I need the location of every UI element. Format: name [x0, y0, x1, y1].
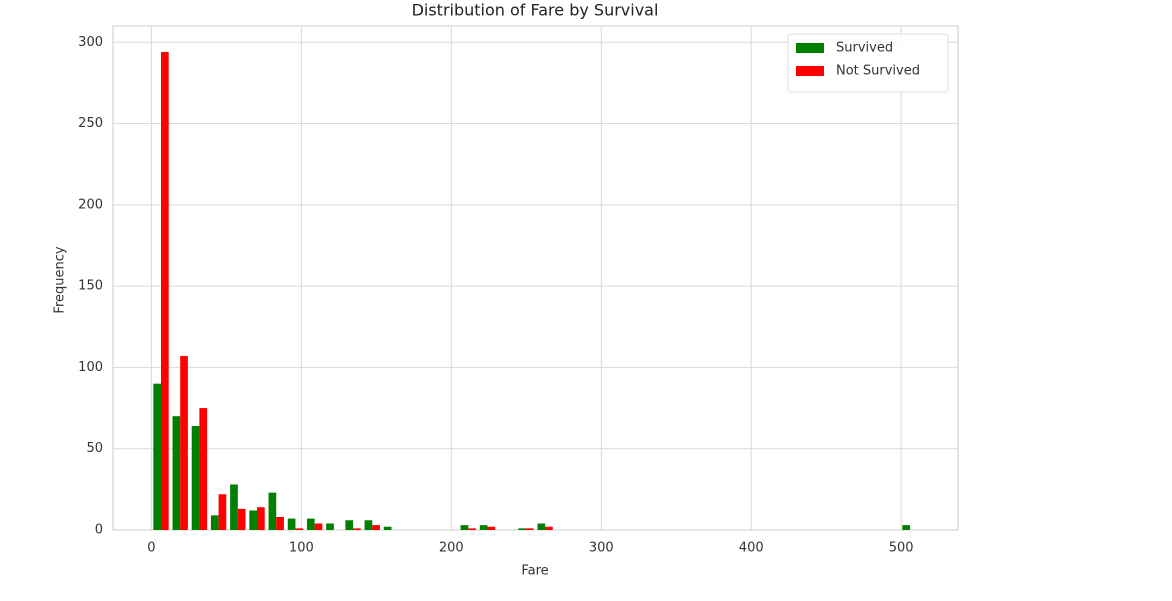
y-tick-label: 200: [78, 197, 103, 212]
bar: [237, 508, 246, 530]
bar: [306, 518, 315, 530]
y-axis-label: Frequency: [53, 246, 68, 313]
x-tick-label: 0: [147, 541, 155, 556]
bar: [545, 526, 553, 530]
x-tick-label: 200: [439, 541, 464, 556]
bar: [460, 525, 469, 530]
bar: [314, 523, 323, 530]
bar: [479, 525, 488, 530]
bar: [353, 528, 361, 530]
bar: [249, 510, 258, 530]
bar: [364, 520, 373, 530]
bar: [295, 528, 304, 530]
y-tick-label: 150: [78, 279, 103, 294]
bar: [902, 525, 911, 530]
plot-frame: [112, 25, 959, 531]
bar: [268, 492, 277, 530]
bar: [525, 528, 534, 530]
bar: [518, 528, 526, 530]
bar: [468, 528, 476, 530]
legend-swatch: [796, 66, 824, 76]
bar: [345, 520, 354, 530]
bar: [210, 515, 219, 530]
y-tick-label: 250: [78, 116, 103, 131]
y-tick-label: 50: [86, 441, 103, 456]
legend-box: [787, 33, 949, 93]
chart-title: Distribution of Fare by Survival: [412, 1, 659, 20]
bar: [276, 516, 284, 530]
bar: [191, 425, 200, 530]
bar: [537, 523, 546, 530]
bar: [199, 408, 208, 530]
x-tick-label: 300: [589, 541, 614, 556]
bar: [172, 416, 181, 530]
bar: [383, 526, 392, 530]
legend-label: Survived: [836, 41, 893, 56]
bar: [218, 494, 227, 530]
x-tick-label: 400: [739, 541, 764, 556]
bar: [487, 526, 496, 530]
y-tick-label: 300: [78, 35, 103, 50]
bar: [153, 383, 161, 530]
bar: [372, 525, 380, 530]
legend-label: Not Survived: [836, 64, 920, 79]
y-tick-label: 100: [78, 360, 103, 375]
x-tick-label: 100: [289, 541, 314, 556]
bar: [287, 518, 296, 530]
bar: [230, 484, 238, 530]
bar: [326, 523, 334, 530]
bar: [160, 52, 169, 530]
bar: [257, 507, 265, 530]
x-tick-label: 500: [889, 541, 914, 556]
legend-swatch: [796, 43, 824, 53]
x-axis-label: Fare: [521, 564, 548, 579]
y-tick-label: 0: [95, 523, 103, 538]
bar: [180, 356, 188, 530]
